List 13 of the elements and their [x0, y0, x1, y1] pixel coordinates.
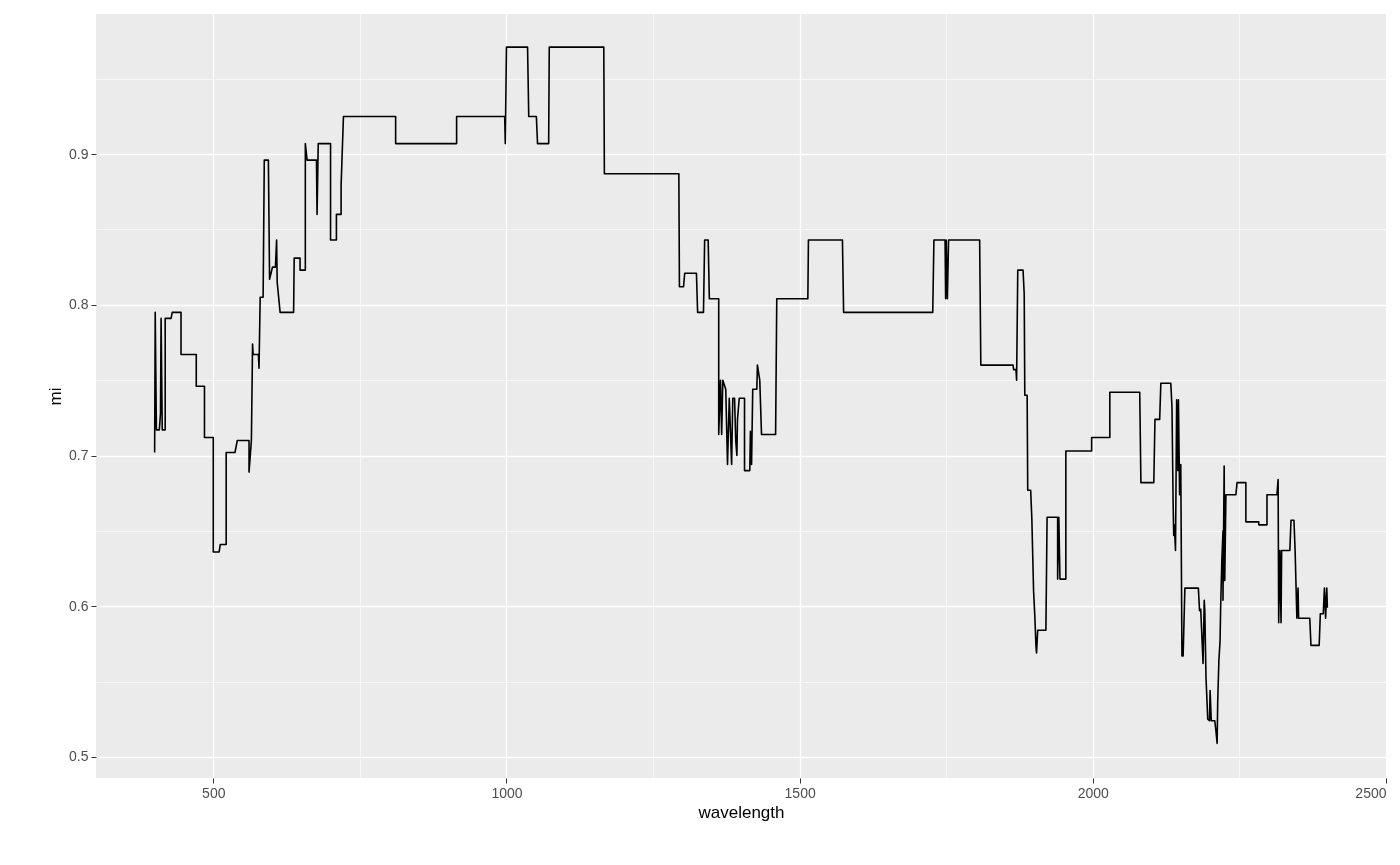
y-tick-label: 0.5: [69, 748, 89, 765]
x-axis-title: wavelength: [697, 802, 785, 822]
x-tick-label: 2000: [1077, 784, 1110, 801]
x-tick-label: 500: [202, 784, 226, 801]
y-tick-label: 0.6: [69, 597, 89, 614]
x-tick-label: 1500: [784, 784, 816, 801]
line-series: [153, 46, 1329, 745]
y-tick-label: 0.9: [69, 145, 89, 162]
x-tick-label: 2500: [1355, 784, 1387, 801]
x-tick-label: 1000: [491, 784, 523, 801]
y-axis-title: mi: [46, 387, 66, 406]
y-tick-label: 0.8: [69, 296, 89, 313]
y-tick-label: 0.7: [69, 447, 89, 464]
